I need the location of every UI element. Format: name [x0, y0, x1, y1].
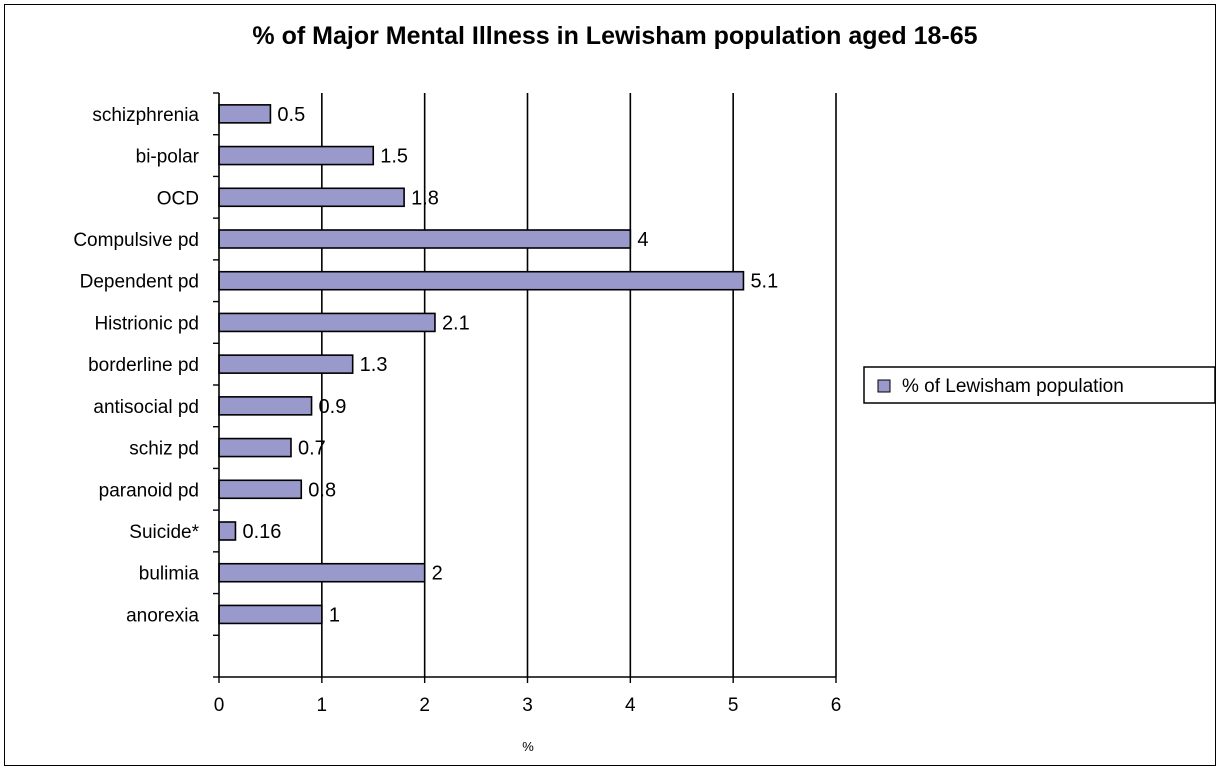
labels: 0 1 2 3 4 5 6 schizphrenia 0.5 bi-polar 1.5 OCD 1.8 C… [73, 104, 841, 716]
legend: % of Lewisham population [863, 366, 1216, 404]
category-label: anorexia [126, 605, 199, 626]
bar [218, 562, 426, 583]
bar [218, 104, 272, 124]
data-label: 2.1 [442, 312, 470, 334]
category-label: Compulsive pd [73, 230, 199, 251]
category-label: Dependent pd [80, 272, 199, 293]
legend-swatch [877, 379, 891, 393]
x-tick-label: 4 [625, 695, 636, 716]
data-label: 5.1 [750, 271, 778, 293]
x-tick-label: 0 [214, 695, 225, 716]
axes [213, 92, 837, 683]
data-label: 2 [432, 563, 443, 585]
category-label: schizphrenia [92, 105, 199, 126]
category-label: antisocial pd [93, 397, 199, 418]
data-label: 1.3 [360, 354, 388, 376]
bar [218, 437, 292, 458]
category-label: Histrionic pd [94, 313, 199, 334]
bar [218, 270, 745, 291]
data-label: 0.9 [319, 396, 347, 418]
category-label: borderline pd [88, 355, 199, 376]
bar [218, 145, 375, 166]
bar [218, 354, 354, 374]
category-label: bi-polar [136, 147, 200, 168]
bar [218, 604, 323, 625]
chart-title: % of Major Mental Illness in Lewisham po… [252, 22, 977, 50]
data-label: 0.7 [298, 438, 326, 460]
bar [218, 521, 237, 541]
grid [321, 93, 837, 677]
data-label: 1 [329, 604, 340, 626]
category-label: paranoid pd [99, 480, 199, 501]
bar [218, 187, 405, 208]
bars [218, 104, 745, 625]
legend-box [863, 366, 1216, 404]
category-label: schiz pd [129, 439, 199, 460]
data-label: 1.8 [411, 187, 439, 209]
bar [218, 396, 313, 416]
data-label: 0.5 [277, 104, 305, 126]
data-label: 0.16 [242, 521, 281, 543]
x-tick-label: 5 [728, 695, 739, 716]
bar [218, 229, 632, 249]
x-axis-label: % [522, 739, 534, 751]
bar [218, 312, 436, 333]
category-label: bulimia [139, 564, 200, 585]
data-label: 0.8 [308, 479, 336, 501]
x-tick-label: 6 [831, 695, 842, 716]
x-tick-label: 3 [522, 695, 533, 716]
x-tick-label: 1 [317, 695, 328, 716]
x-tick-label: 2 [419, 695, 430, 716]
category-label: Suicide* [129, 522, 199, 543]
bar [218, 479, 303, 500]
category-label: OCD [157, 188, 199, 209]
legend-entry: % of Lewisham population [902, 376, 1124, 397]
data-label: 4 [637, 229, 648, 251]
data-label: 1.5 [380, 146, 408, 168]
